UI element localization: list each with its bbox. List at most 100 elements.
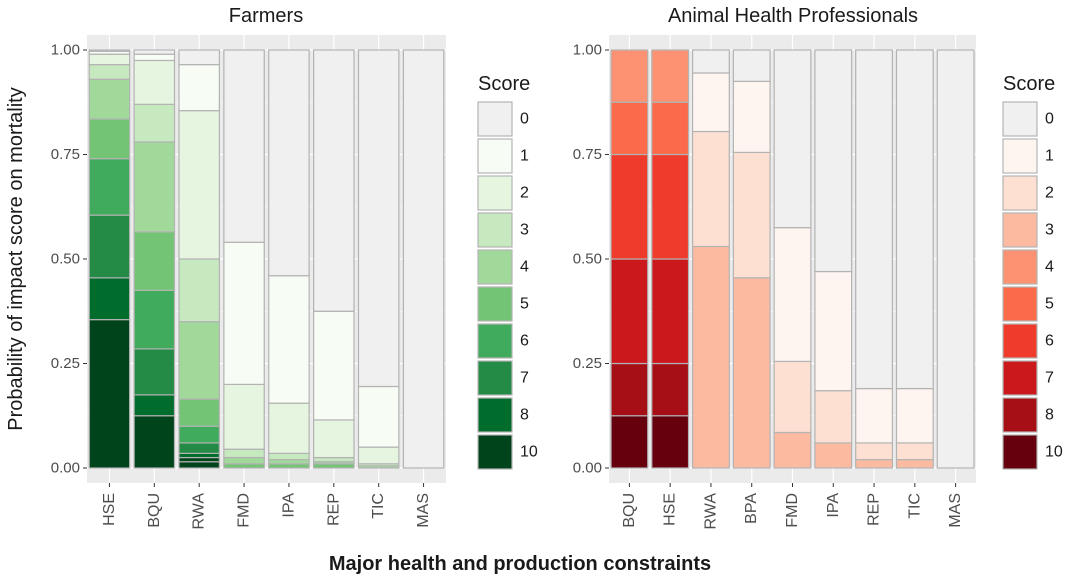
legend-label: 3 (520, 222, 529, 239)
x-tick-label: BQU (146, 493, 163, 528)
legend-label: 7 (1045, 370, 1054, 387)
bar-segment-bqu (133, 53, 176, 62)
legend-label: 7 (520, 370, 529, 387)
bar-segment-ipa (268, 463, 310, 469)
bar-segment-ipa (268, 49, 310, 277)
legend-label: 6 (1045, 333, 1054, 350)
legend-label: 10 (1045, 444, 1063, 461)
bar-segment-hse (88, 49, 131, 52)
legend-swatch-5 (477, 286, 513, 322)
bar-segment-bqu (133, 415, 176, 469)
y-tick-label: 0.75 (573, 146, 602, 163)
y-tick-label: 0.75 (51, 146, 80, 163)
x-tick-label: RWA (191, 493, 208, 530)
legend-swatch-3 (477, 212, 513, 248)
bar-segment-hse (651, 258, 690, 365)
legend-label: 1 (520, 148, 529, 165)
x-tick-label: IPA (825, 493, 842, 518)
bar-segment-bpa (732, 80, 771, 154)
bar-segment-ipa (814, 390, 853, 444)
bar-segment-hse (88, 78, 131, 120)
legend-swatch-3 (1002, 212, 1038, 248)
bar-segment-tic (357, 446, 400, 465)
bar-segment-rwa (178, 110, 220, 260)
y-tick-label: 1.00 (51, 42, 80, 59)
legend-label: 4 (1045, 259, 1054, 276)
bar-segment-rwa (178, 456, 220, 463)
bar-segment-bqu (610, 153, 649, 260)
legend-swatch-0 (1002, 101, 1038, 137)
legend-swatch-7 (1002, 360, 1038, 396)
x-tick-label: MAS (415, 493, 432, 528)
bar-segment-hse (651, 49, 690, 103)
bar-segment-bqu (610, 101, 649, 156)
bar-segment-tic (895, 49, 934, 390)
legend-label: 6 (520, 333, 529, 350)
legend-swatch-2 (477, 175, 513, 211)
bar-segment-mas (402, 49, 445, 469)
bar-segment-ipa (268, 452, 310, 461)
legend-swatch-10 (1002, 434, 1038, 470)
bar-segment-bpa (732, 49, 771, 82)
bar-segment-hse (651, 362, 690, 417)
legend-label: 0 (520, 111, 529, 128)
y-axis-title: Probability of impact score on mortality (5, 87, 27, 430)
legend-swatch-2 (1002, 175, 1038, 211)
legend-label: 8 (520, 407, 529, 424)
panel-title: Animal Health Professionals (668, 5, 918, 27)
bar-segment-bqu (133, 231, 176, 291)
y-tick-label: 0.50 (51, 251, 80, 268)
bar-segment-rep (855, 387, 894, 444)
bar-segment-bqu (610, 415, 649, 469)
bar-segment-rwa (691, 130, 730, 248)
bar-segment-bqu (133, 141, 176, 233)
bar-segment-fmd (223, 463, 265, 469)
legend-label: 10 (520, 444, 538, 461)
legend-swatch-8 (1002, 397, 1038, 433)
bar-segment-hse (88, 64, 131, 80)
bar-segment-fmd (223, 383, 265, 450)
bar-segment-rwa (178, 442, 220, 454)
x-tick-label: BPA (743, 493, 760, 524)
legend-label: 3 (1045, 222, 1054, 239)
bar-segment-bpa (732, 277, 771, 469)
bar-segment-fmd (773, 227, 812, 363)
x-axis-title: Major health and production constraints (329, 553, 711, 575)
bar-segment-rwa (178, 425, 220, 444)
bar-segment-fmd (773, 431, 812, 469)
bar-segment-tic (895, 442, 934, 461)
legend-label: 1 (1045, 148, 1054, 165)
legend-swatch-0 (477, 101, 513, 137)
legend-label: 0 (1045, 111, 1054, 128)
bar-segment-fmd (223, 456, 265, 465)
x-tick-label: REP (866, 493, 883, 526)
bar-segment-bpa (732, 151, 771, 279)
bar-segment-rwa (691, 49, 730, 74)
bar-segment-rep (313, 463, 355, 469)
bar-segment-hse (88, 118, 131, 160)
bar-segment-fmd (773, 49, 812, 229)
legend-title: Score (478, 73, 530, 95)
legend-swatch-1 (1002, 138, 1038, 174)
bar-segment-rwa (178, 452, 220, 459)
bar-segment-hse (88, 214, 131, 279)
bar-segment-bqu (133, 289, 176, 350)
bar-segment-ipa (268, 275, 310, 404)
x-tick-label: TIC (906, 493, 923, 519)
bar-segment-rwa (178, 398, 220, 427)
legend-swatch-1 (477, 138, 513, 174)
bar-segment-hse (88, 158, 131, 216)
x-tick-label: MAS (947, 493, 964, 528)
bar-segment-rwa (178, 321, 220, 400)
bar-segment-ipa (268, 459, 310, 465)
bar-segment-bqu (610, 49, 649, 103)
legend-swatch-6 (477, 323, 513, 359)
legend-swatch-5 (1002, 286, 1038, 322)
bar-segment-rep (855, 459, 894, 469)
legend-swatch-4 (1002, 249, 1038, 285)
bar-segment-bqu (610, 362, 649, 417)
bar-segment-tic (895, 459, 934, 469)
bar-segment-rwa (691, 245, 730, 469)
x-tick-label: IPA (280, 493, 297, 518)
